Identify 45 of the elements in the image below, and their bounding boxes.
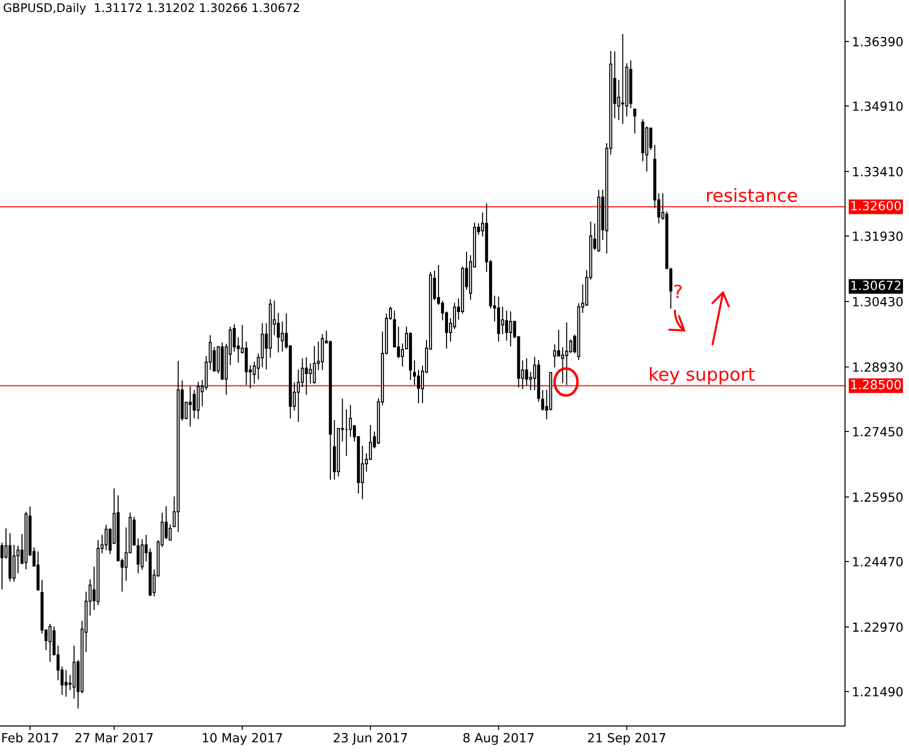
candlestick (332, 420, 336, 480)
text: 1.32600 (851, 200, 901, 210)
candlestick (36, 550, 40, 592)
y-tick-label: 1.24470 (853, 556, 903, 566)
candlestick (136, 538, 140, 574)
x-tick-label: 10 May 2017 (202, 733, 282, 745)
candlestick (320, 334, 324, 370)
x-tick-label: 23 Jun 2017 (334, 733, 407, 745)
x-tick-label: 21 Sep 2017 (588, 733, 666, 745)
y-tick-label: 1.33410 (853, 166, 903, 176)
y-tick-label: 1.27450 (853, 426, 903, 436)
candlestick (497, 296, 500, 342)
ref-line-label: key support (650, 366, 755, 384)
candlestick (196, 381, 200, 420)
candlestick (48, 623, 52, 662)
y-tick-label: 1.36390 (853, 36, 903, 46)
x-tick-label: 27 Mar 2017 (75, 733, 153, 742)
candlestick (525, 358, 528, 386)
text: 1.30672 (851, 280, 900, 290)
candlestick (597, 189, 600, 252)
candlestick (176, 360, 180, 532)
y-tick-label: 1.28930 (853, 362, 903, 372)
y-tick-label: 1.22970 (853, 622, 903, 632)
candlestick (64, 670, 68, 698)
candlestick (621, 34, 624, 124)
y-tick-label: 1.30430 (853, 296, 903, 306)
y-tick-label: 1.34910 (853, 101, 903, 111)
y-tick-label: 1.25950 (853, 492, 903, 502)
candlestick (509, 311, 512, 347)
x-tick-label: Feb 2017 (2, 732, 58, 742)
annotation: ? (674, 284, 682, 298)
candlestick (312, 345, 316, 384)
candlestick (304, 356, 308, 396)
candlestick (188, 386, 192, 428)
y-tick-label: 1.31930 (853, 232, 903, 241)
candlestick (8, 532, 12, 582)
y-tick-label: 1.21490 (853, 687, 903, 696)
candlestick (104, 524, 108, 551)
candlestick (633, 108, 636, 134)
candlestick (140, 538, 144, 570)
chart-title: GBPUSD,Daily 1.31172 1.31202 1.30266 1.30672 (4, 3, 300, 14)
x-tick-label: 8 Aug 2017 (463, 733, 534, 745)
ref-line-label: resistance (707, 188, 798, 202)
candlestick (565, 322, 568, 386)
text: 1.28500 (851, 380, 901, 390)
